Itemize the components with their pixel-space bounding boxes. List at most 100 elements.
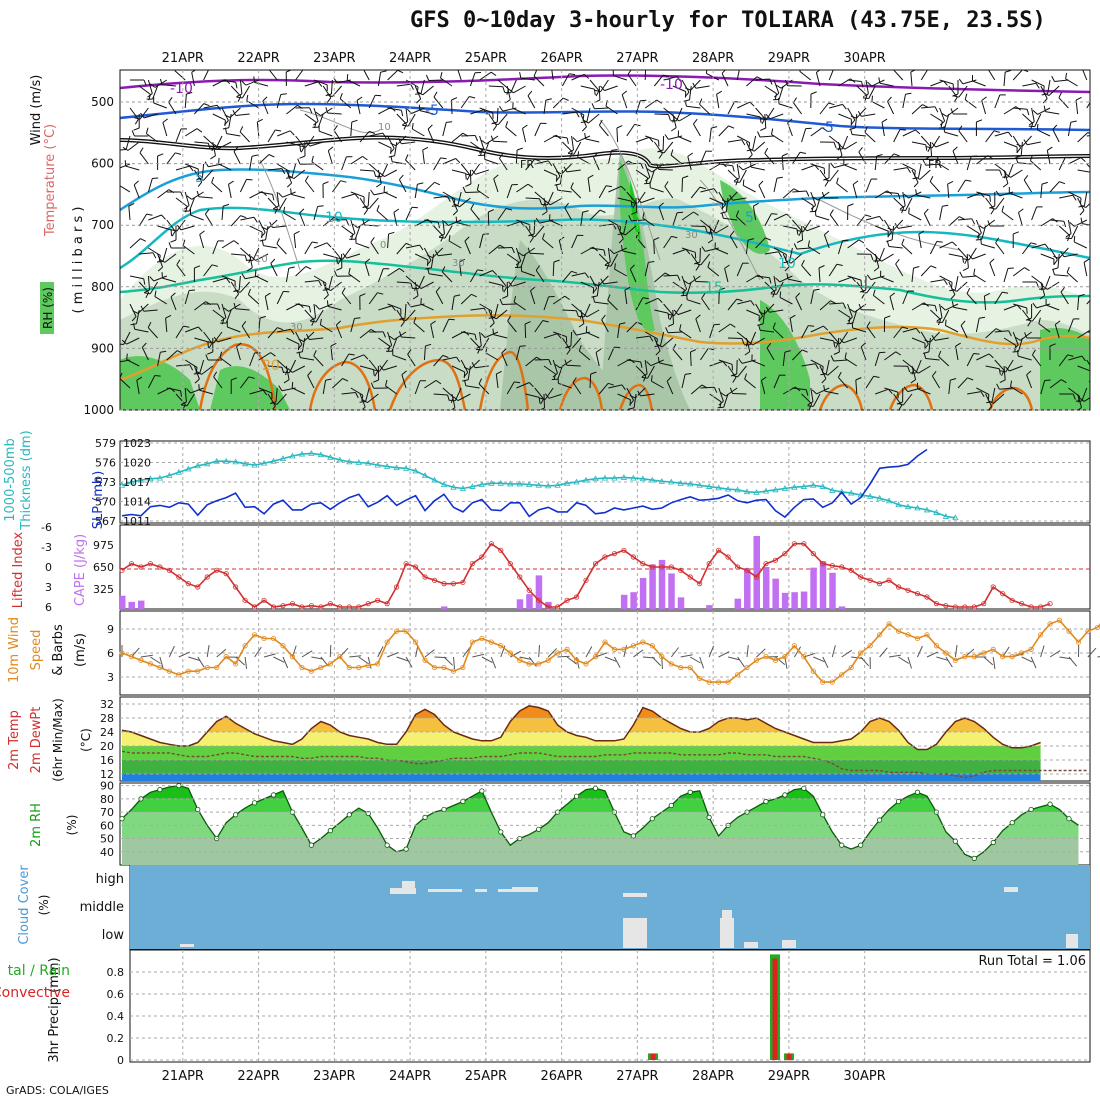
wind-barb	[888, 246, 903, 249]
wind-barb-flag	[196, 128, 203, 133]
wind-barb	[570, 331, 573, 347]
surface-wind-barb	[831, 645, 836, 658]
wind-barb	[157, 225, 172, 231]
wind-barb-flag	[1022, 70, 1029, 73]
wind-barb-flag	[359, 401, 366, 403]
rh2m-axis-label: (%)	[65, 815, 79, 836]
lifted-index-series-point	[962, 604, 968, 610]
wind10m-series-point	[498, 643, 504, 649]
wind-barb-flag	[893, 64, 896, 69]
wind-barb-flag	[168, 97, 173, 103]
upper-wind-barbs	[120, 64, 1100, 410]
wind-barb	[790, 253, 802, 264]
wind-barb	[162, 84, 177, 87]
wind-tick-label: 6	[107, 647, 114, 660]
wind-barb-flag	[897, 402, 904, 406]
wind-barb-flag	[744, 373, 747, 380]
wind-barb-flag	[224, 120, 226, 127]
wind-barb-flag	[721, 212, 724, 219]
wind-barb	[626, 387, 635, 401]
wind-barb-flag	[995, 328, 1002, 332]
wind-barb	[604, 85, 618, 92]
wind-barb-flag	[370, 382, 375, 389]
wind-barb	[1096, 307, 1100, 310]
contour-label: 15	[705, 280, 723, 296]
wind-barb	[729, 235, 738, 249]
wind-barb-flag	[749, 161, 752, 168]
wind-barb	[129, 275, 144, 280]
wind-barb	[989, 262, 996, 277]
wind-barb	[650, 359, 664, 367]
wind-barb-flag	[663, 74, 670, 78]
wind-barb-flag	[542, 320, 549, 323]
wind-barb	[709, 128, 712, 143]
wind-barb-flag	[356, 96, 363, 101]
wind-barb-flag	[962, 267, 969, 272]
wind-barb-flag	[345, 219, 350, 226]
wind-barb-flag	[425, 267, 432, 270]
wind-barb-flag	[1015, 336, 1021, 341]
thickness-series-point	[639, 475, 647, 482]
wind-barb-flag	[918, 230, 925, 235]
wind-barb-flag	[915, 189, 918, 196]
wind-barb-flag	[307, 370, 312, 376]
wind-barb	[497, 275, 508, 288]
wind-barb	[1049, 219, 1064, 222]
lifted-index-tick-label: -3	[41, 541, 52, 554]
lifted-index-tick-label: 3	[45, 581, 52, 594]
wind-barb	[725, 197, 729, 212]
wind-barb	[727, 169, 739, 181]
wind-barb	[552, 295, 566, 305]
wind-barb	[792, 190, 807, 193]
wind-barb	[810, 325, 824, 333]
cloud-bar	[180, 944, 194, 947]
wind-barb-flag	[492, 122, 499, 126]
rh-tick-label: 50	[100, 833, 114, 846]
wind-barb-flag	[325, 107, 329, 114]
wind-barb	[690, 79, 701, 91]
wind-barb	[633, 393, 637, 408]
rh2m-point	[687, 789, 693, 795]
wind-barb	[918, 163, 922, 178]
wind-barb-flag	[789, 314, 796, 319]
wind-barb	[654, 309, 669, 314]
thickness-series-point	[308, 450, 315, 456]
wind-barb	[127, 141, 140, 151]
wind-barb	[654, 272, 666, 283]
wind-barb	[147, 79, 153, 94]
date-label-bottom: 22APR	[237, 1069, 279, 1084]
surface-wind-barb	[689, 656, 701, 664]
wind-barb-flag	[590, 371, 597, 375]
wind-barb-flag	[971, 155, 978, 157]
wind-barb	[136, 380, 140, 395]
wind-barb	[229, 107, 241, 118]
wind-barb	[686, 299, 701, 305]
wind-barb-flag	[152, 252, 157, 259]
surface-wind-barb	[301, 650, 313, 658]
wind-barb	[162, 277, 177, 283]
surface-wind-barb	[367, 656, 372, 669]
wind-barb-flag	[505, 208, 513, 211]
wind-barb	[994, 359, 1005, 371]
wind-barb	[607, 247, 611, 262]
wind-barb-flag	[814, 164, 820, 171]
wind-barb	[534, 191, 546, 202]
wind-barb	[513, 85, 526, 94]
wind-barb	[644, 262, 649, 277]
wind10m-series-point	[905, 632, 911, 638]
wind-barb-flag	[354, 193, 360, 199]
wind-barb-flag	[694, 261, 701, 265]
thickness-series-point	[488, 479, 495, 486]
rh-green-area-6	[210, 366, 290, 410]
wind-barb-flag	[857, 111, 862, 117]
wind-barb-flag	[213, 336, 219, 343]
wind-barb-flag	[936, 241, 943, 243]
wind-barb	[764, 113, 767, 129]
wind-barb-flag	[489, 322, 495, 328]
wind-barb	[1026, 374, 1033, 389]
lifted-index-series-point	[1047, 601, 1053, 607]
wind-barb-flag	[370, 237, 375, 243]
wind-barb	[664, 186, 674, 199]
wind-barb-flag	[929, 175, 934, 182]
wind-barb	[910, 72, 913, 87]
